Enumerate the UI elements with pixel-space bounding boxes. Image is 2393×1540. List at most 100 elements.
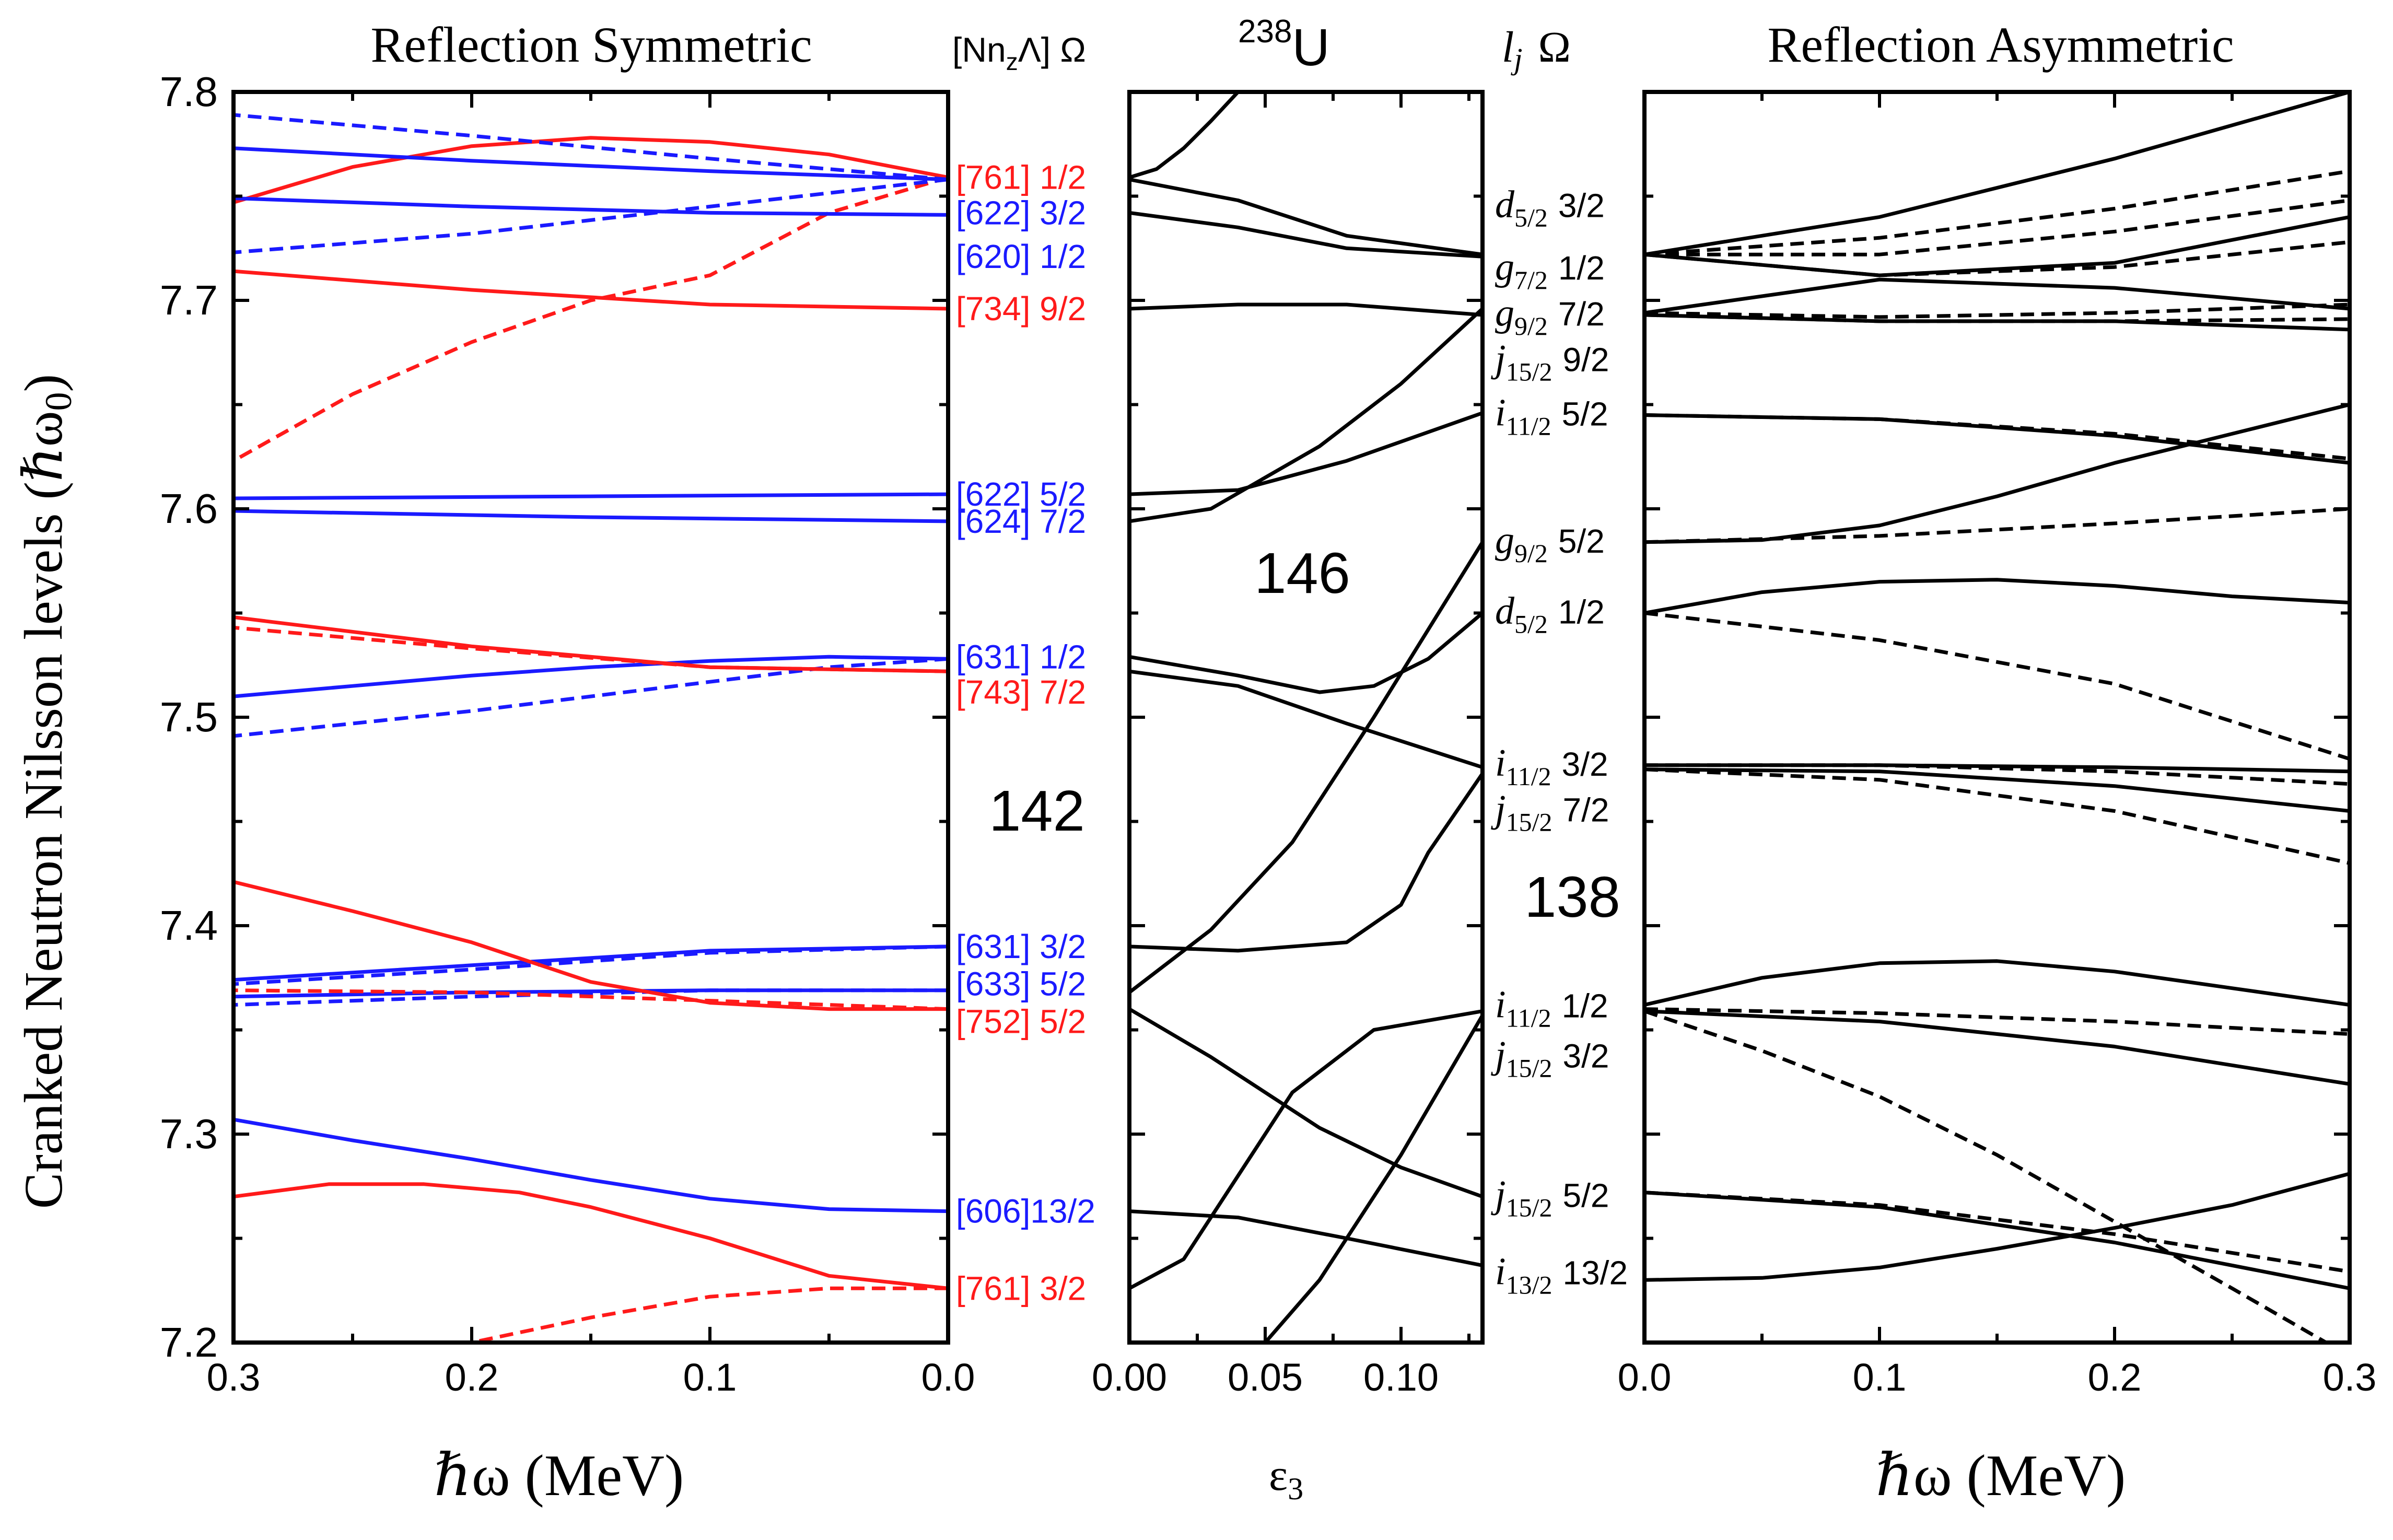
series-line-2-18 [1644,767,2350,865]
plot-frame-1 [1127,90,1485,1345]
series-line-0-9 [234,655,948,698]
nilsson-level-label-10: [752] 5/2 [956,1003,1086,1041]
spherical-level-label-10: j15/2 3/2 [1491,1033,1609,1082]
nilsson-level-label-7: [743] 7/2 [956,673,1086,711]
nucleus-mass: 238 [1238,14,1292,50]
series-line-1-11 [1129,1209,1483,1267]
nilsson-level-label-5: [624] 7/2 [956,503,1086,540]
series-line-2-12 [1644,507,2350,544]
series-line-2-21 [1644,1009,2350,1086]
series-line-0-14 [234,944,948,986]
nilsson-level-label-4: [622] 5/2 [956,475,1086,513]
series-line-2-16 [1644,763,2350,786]
series-line-0-0 [234,136,948,204]
series-line-2-5 [1644,277,2350,315]
nilsson-level-label-9: [633] 5/2 [956,965,1086,1003]
spherical-level-label-8: j15/2 7/2 [1491,788,1609,837]
y-tick-label-5: 7.7 [160,277,218,323]
left-panel-title: Reflection Symmetric [370,17,812,73]
spherical-level-label-7: i11/2 3/2 [1495,742,1608,791]
spherical-level-label-2: g9/2 7/2 [1495,291,1605,341]
nilsson-level-label-12: [761] 3/2 [956,1269,1086,1307]
series-line-2-24 [1644,1191,2350,1274]
spherical-header: lj Ω [1502,23,1571,76]
series-line-0-15 [234,988,948,999]
spherical-level-label-9: i11/2 1/2 [1495,984,1608,1033]
x-tick-label-2-1: 0.1 [1853,1356,1907,1399]
series-line-0-21 [471,1286,948,1343]
series-line-0-1 [234,176,948,463]
series-line-2-0 [1644,92,2350,256]
spherical-level-label-11: j15/2 5/2 [1491,1173,1609,1222]
y-tick-label-6: 7.8 [160,68,218,115]
series-line-1-5 [1129,307,1483,523]
series-line-0-10 [234,657,948,738]
series-line-0-6 [234,269,948,311]
series-line-0-3 [234,113,948,182]
series-line-1-10 [1129,1007,1483,1198]
series-line-2-23 [1644,1191,2350,1290]
series-line-2-4 [1644,240,2350,277]
y-tick-label-3: 7.5 [160,694,218,740]
spherical-level-label-6: d5/2 1/2 [1495,590,1605,639]
series-line-0-11 [234,615,948,673]
series-line-0-2 [234,146,948,182]
series-line-2-11 [1644,403,2350,544]
series-line-1-12 [1129,1009,1483,1290]
series-line-2-8 [1644,313,2350,323]
series-line-0-18 [234,988,948,1011]
series-line-2-14 [1644,611,2350,761]
series-line-2-6 [1644,302,2350,319]
series-line-1-2 [1129,211,1483,259]
x-tick-label-2-2: 0.2 [2088,1356,2142,1399]
panel-reflection-symmetric: 0.3 0.2 0.1 0.0 7.2 7.3 7.4 7.5 7.6 7.7 7.8 [761] 1… [160,68,1095,1399]
x-tick-label-1-2: 0.10 [1363,1356,1439,1399]
series-line-2-2 [1644,199,2350,256]
series-line-0-20 [234,1182,948,1290]
series-line-2-20 [1644,1007,2350,1036]
gap-label-138: 138 [1524,865,1620,929]
series-line-0-16 [234,988,948,1007]
series-line-1-7 [1129,669,1483,769]
series-line-1-9 [1129,772,1483,953]
nilsson-level-label-3: [734] 9/2 [956,290,1086,328]
series-line-0-19 [234,1117,948,1214]
series-line-1-1 [1129,178,1483,256]
y-tick-label-1: 7.3 [160,1111,218,1157]
x-tick-label-1-0: 0.00 [1092,1356,1167,1399]
y-tick-label-2: 7.4 [160,902,218,949]
gap-label-146: 146 [1254,541,1350,605]
gap-label-142: 142 [989,779,1085,843]
panel-octupole-deformation: 0.00 0.05 0.10 [1092,90,1485,1399]
x-tick-label-2-0: 0.0 [1618,1356,1672,1399]
series-line-1-3 [1129,302,1483,317]
nilsson-level-label-6: [631] 1/2 [956,638,1086,675]
spherical-level-label-4: i11/2 5/2 [1495,391,1608,440]
y-tick-label-4: 7.6 [160,485,218,532]
series-line-2-22 [1644,1009,2327,1343]
series-line-0-17 [234,880,948,1011]
right-panel-title: Reflection Asymmetric [1767,17,2234,73]
series-line-0-7 [234,492,948,500]
nilsson-level-label-0: [761] 1/2 [956,159,1086,196]
series-line-0-12 [234,625,948,673]
spherical-level-label-5: g9/2 5/2 [1495,519,1605,568]
x-tick-label-1-1: 0.05 [1228,1356,1303,1399]
spherical-level-label-12: i13/2 13/2 [1495,1250,1628,1299]
middle-x-axis-label: ε3 [1269,1450,1303,1506]
spherical-level-label-3: j15/2 9/2 [1491,337,1609,387]
nucleus-label: 238U [1238,14,1330,77]
right-x-axis-label: ℏω (MeV) [1876,1443,2126,1508]
series-line-1-0 [1129,92,1240,179]
series-line-0-4 [234,196,948,217]
series-line-2-9 [1644,413,2350,465]
series-line-2-19 [1644,959,2350,1007]
nucleus-symbol: U [1292,18,1329,77]
spherical-level-label-0: d5/2 3/2 [1495,183,1605,232]
y-axis-label: Cranked Neutron Nilsson levels (ℏω0) [14,374,79,1209]
nilsson-level-label-8: [631] 3/2 [956,928,1086,965]
series-line-0-13 [234,944,948,982]
series-line-2-25 [1644,1172,2350,1282]
nilsson-level-label-1: [622] 3/2 [956,194,1086,231]
